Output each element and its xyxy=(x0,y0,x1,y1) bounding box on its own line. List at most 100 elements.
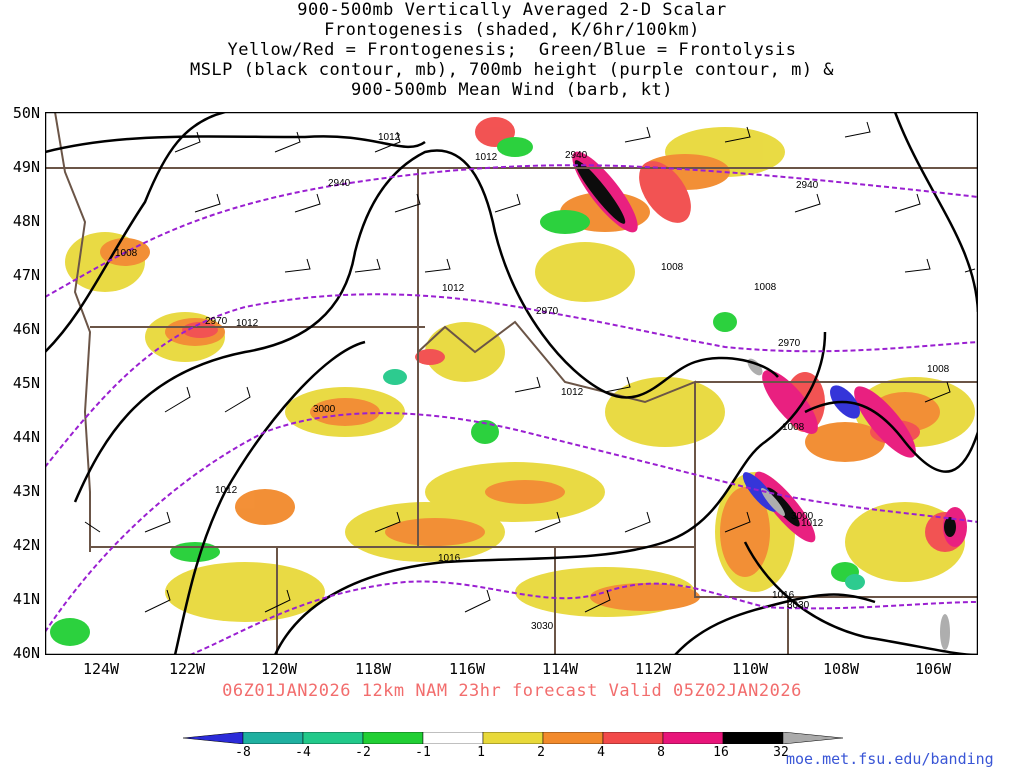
forecast-valid-line: 06Z01JAN2026 12km NAM 23hr forecast Vali… xyxy=(222,681,802,701)
height-labels: 2940 2940 2940 2970 2970 2970 3000 3000 … xyxy=(205,150,819,632)
lat-label-43n: 43N xyxy=(12,482,40,500)
mslp-label: 1012 xyxy=(801,518,824,529)
mslp-contour-central xyxy=(73,149,779,503)
mslp-labels: 1012 1012 1008 1012 1012 1008 1008 1012 … xyxy=(115,132,950,601)
colorbar-tick: 2 xyxy=(537,745,545,760)
lon-label-116w: 116W xyxy=(448,660,486,678)
lat-label-46n: 46N xyxy=(12,320,40,338)
colorbar-segment xyxy=(183,732,244,744)
map-frame-border xyxy=(45,112,978,655)
colorbar-segment xyxy=(422,732,484,744)
wind-barb-row-5 xyxy=(84,511,751,533)
mslp-label: 1012 xyxy=(475,152,498,163)
colorbar-tick: -2 xyxy=(355,745,371,760)
lat-label-44n: 44N xyxy=(12,428,40,446)
map-background xyxy=(45,112,978,655)
lat-label-42n: 42N xyxy=(12,536,40,554)
height-label: 2940 xyxy=(565,150,588,161)
mslp-label: 1012 xyxy=(442,283,465,294)
colorbar-tick: 32 xyxy=(773,745,789,760)
mslp-label: 1008 xyxy=(754,282,777,293)
colorbar-tick: 1 xyxy=(477,745,485,760)
mslp-label: 1012 xyxy=(378,132,401,143)
frontogenesis-map: 1012 1012 1008 1012 1012 1008 1008 1012 … xyxy=(45,112,978,655)
lon-label-108w: 108W xyxy=(822,660,860,678)
mslp-label: 1008 xyxy=(661,262,684,273)
colorbar-segment xyxy=(782,732,843,744)
mslp-label: 1012 xyxy=(215,485,238,496)
wind-barbs xyxy=(84,121,976,613)
height-label: 3000 xyxy=(313,404,336,415)
colorbar-segment xyxy=(542,732,604,744)
mslp-contour-east xyxy=(804,400,978,473)
mslp-contour-southwest xyxy=(173,340,366,655)
height-label: 2970 xyxy=(536,306,559,317)
mslp-label: 1008 xyxy=(927,364,950,375)
credit-url: moe.met.fsu.edu/banding xyxy=(786,750,994,768)
colorbar-segment xyxy=(602,732,664,744)
height-label: 2940 xyxy=(796,180,819,191)
title-line-1: 900-500mb Vertically Averaged 2-D Scalar xyxy=(297,0,727,20)
wind-barb-row-1 xyxy=(174,121,871,153)
mslp-label: 1016 xyxy=(772,590,795,601)
lat-label-45n: 45N xyxy=(12,374,40,392)
height-label: 3030 xyxy=(531,621,554,632)
mslp-label: 1008 xyxy=(782,422,805,433)
fgen-teal-patches xyxy=(383,369,865,590)
lon-label-110w: 110W xyxy=(731,660,769,678)
mslp-contour-far-south xyxy=(674,593,876,655)
colorbar-segments xyxy=(183,732,843,744)
colorbar-tick: -1 xyxy=(415,745,431,760)
wind-barb-row-3 xyxy=(284,258,976,273)
lat-label-47n: 47N xyxy=(12,266,40,284)
title-line-5: 900-500mb Mean Wind (barb, kt) xyxy=(350,80,674,100)
title-line-4: MSLP (black contour, mb), 700mb height (… xyxy=(189,60,835,80)
mslp-contour-southeast xyxy=(743,541,978,655)
height-contour-2970 xyxy=(45,293,978,468)
mslp-label: 1012 xyxy=(561,387,584,398)
wind-barb-row-6 xyxy=(144,589,611,613)
colorbar-segment xyxy=(242,732,304,744)
height-label: 2940 xyxy=(328,178,351,189)
title-line-3: Yellow/Red = Frontogenesis; Green/Blue =… xyxy=(227,40,797,60)
title-line-2: Frontogenesis (shaded, K/6hr/100km) xyxy=(324,20,700,40)
colorbar-segment xyxy=(482,732,544,744)
border-wyoming-utah xyxy=(694,382,789,655)
lon-label-114w: 114W xyxy=(541,660,579,678)
mslp-contour-north xyxy=(45,135,426,154)
lon-label-112w: 112W xyxy=(634,660,672,678)
lat-label-49n: 49N xyxy=(12,158,40,176)
height-contour-3000 xyxy=(45,412,978,633)
mslp-contour-northeast xyxy=(893,112,978,313)
colorbar xyxy=(183,732,843,744)
lat-label-41n: 41N xyxy=(12,590,40,608)
mslp-contour-south xyxy=(273,331,827,655)
coastline-pacific xyxy=(54,112,92,552)
fgen-black-patches xyxy=(574,160,956,537)
height-label: 3030 xyxy=(787,600,810,611)
lat-label-40n: 40N xyxy=(12,644,40,662)
height-contour-3030 xyxy=(189,580,978,655)
lon-label-106w: 106W xyxy=(914,660,952,678)
colorbar-tick: -8 xyxy=(235,745,251,760)
colorbar-tick: 16 xyxy=(713,745,729,760)
lon-label-120w: 120W xyxy=(260,660,298,678)
colorbar-tick: 8 xyxy=(657,745,665,760)
mslp-label: 1008 xyxy=(115,248,138,259)
height-contour-2940 xyxy=(45,164,978,298)
height-contours xyxy=(45,164,978,655)
height-label: 2970 xyxy=(205,316,228,327)
lat-label-50n: 50N xyxy=(12,104,40,122)
mslp-label: 1016 xyxy=(438,553,461,564)
colorbar-segment xyxy=(722,732,784,744)
mslp-label: 1012 xyxy=(236,318,259,329)
colorbar-segment xyxy=(362,732,424,744)
mslp-contours xyxy=(45,112,978,655)
lon-label-118w: 118W xyxy=(354,660,392,678)
height-label: 2970 xyxy=(778,338,801,349)
mslp-contour-west xyxy=(45,112,226,353)
wind-barb-row-4 xyxy=(164,376,951,413)
colorbar-segment xyxy=(662,732,724,744)
height-label: 3000 xyxy=(791,511,814,522)
colorbar-tick: -4 xyxy=(295,745,311,760)
